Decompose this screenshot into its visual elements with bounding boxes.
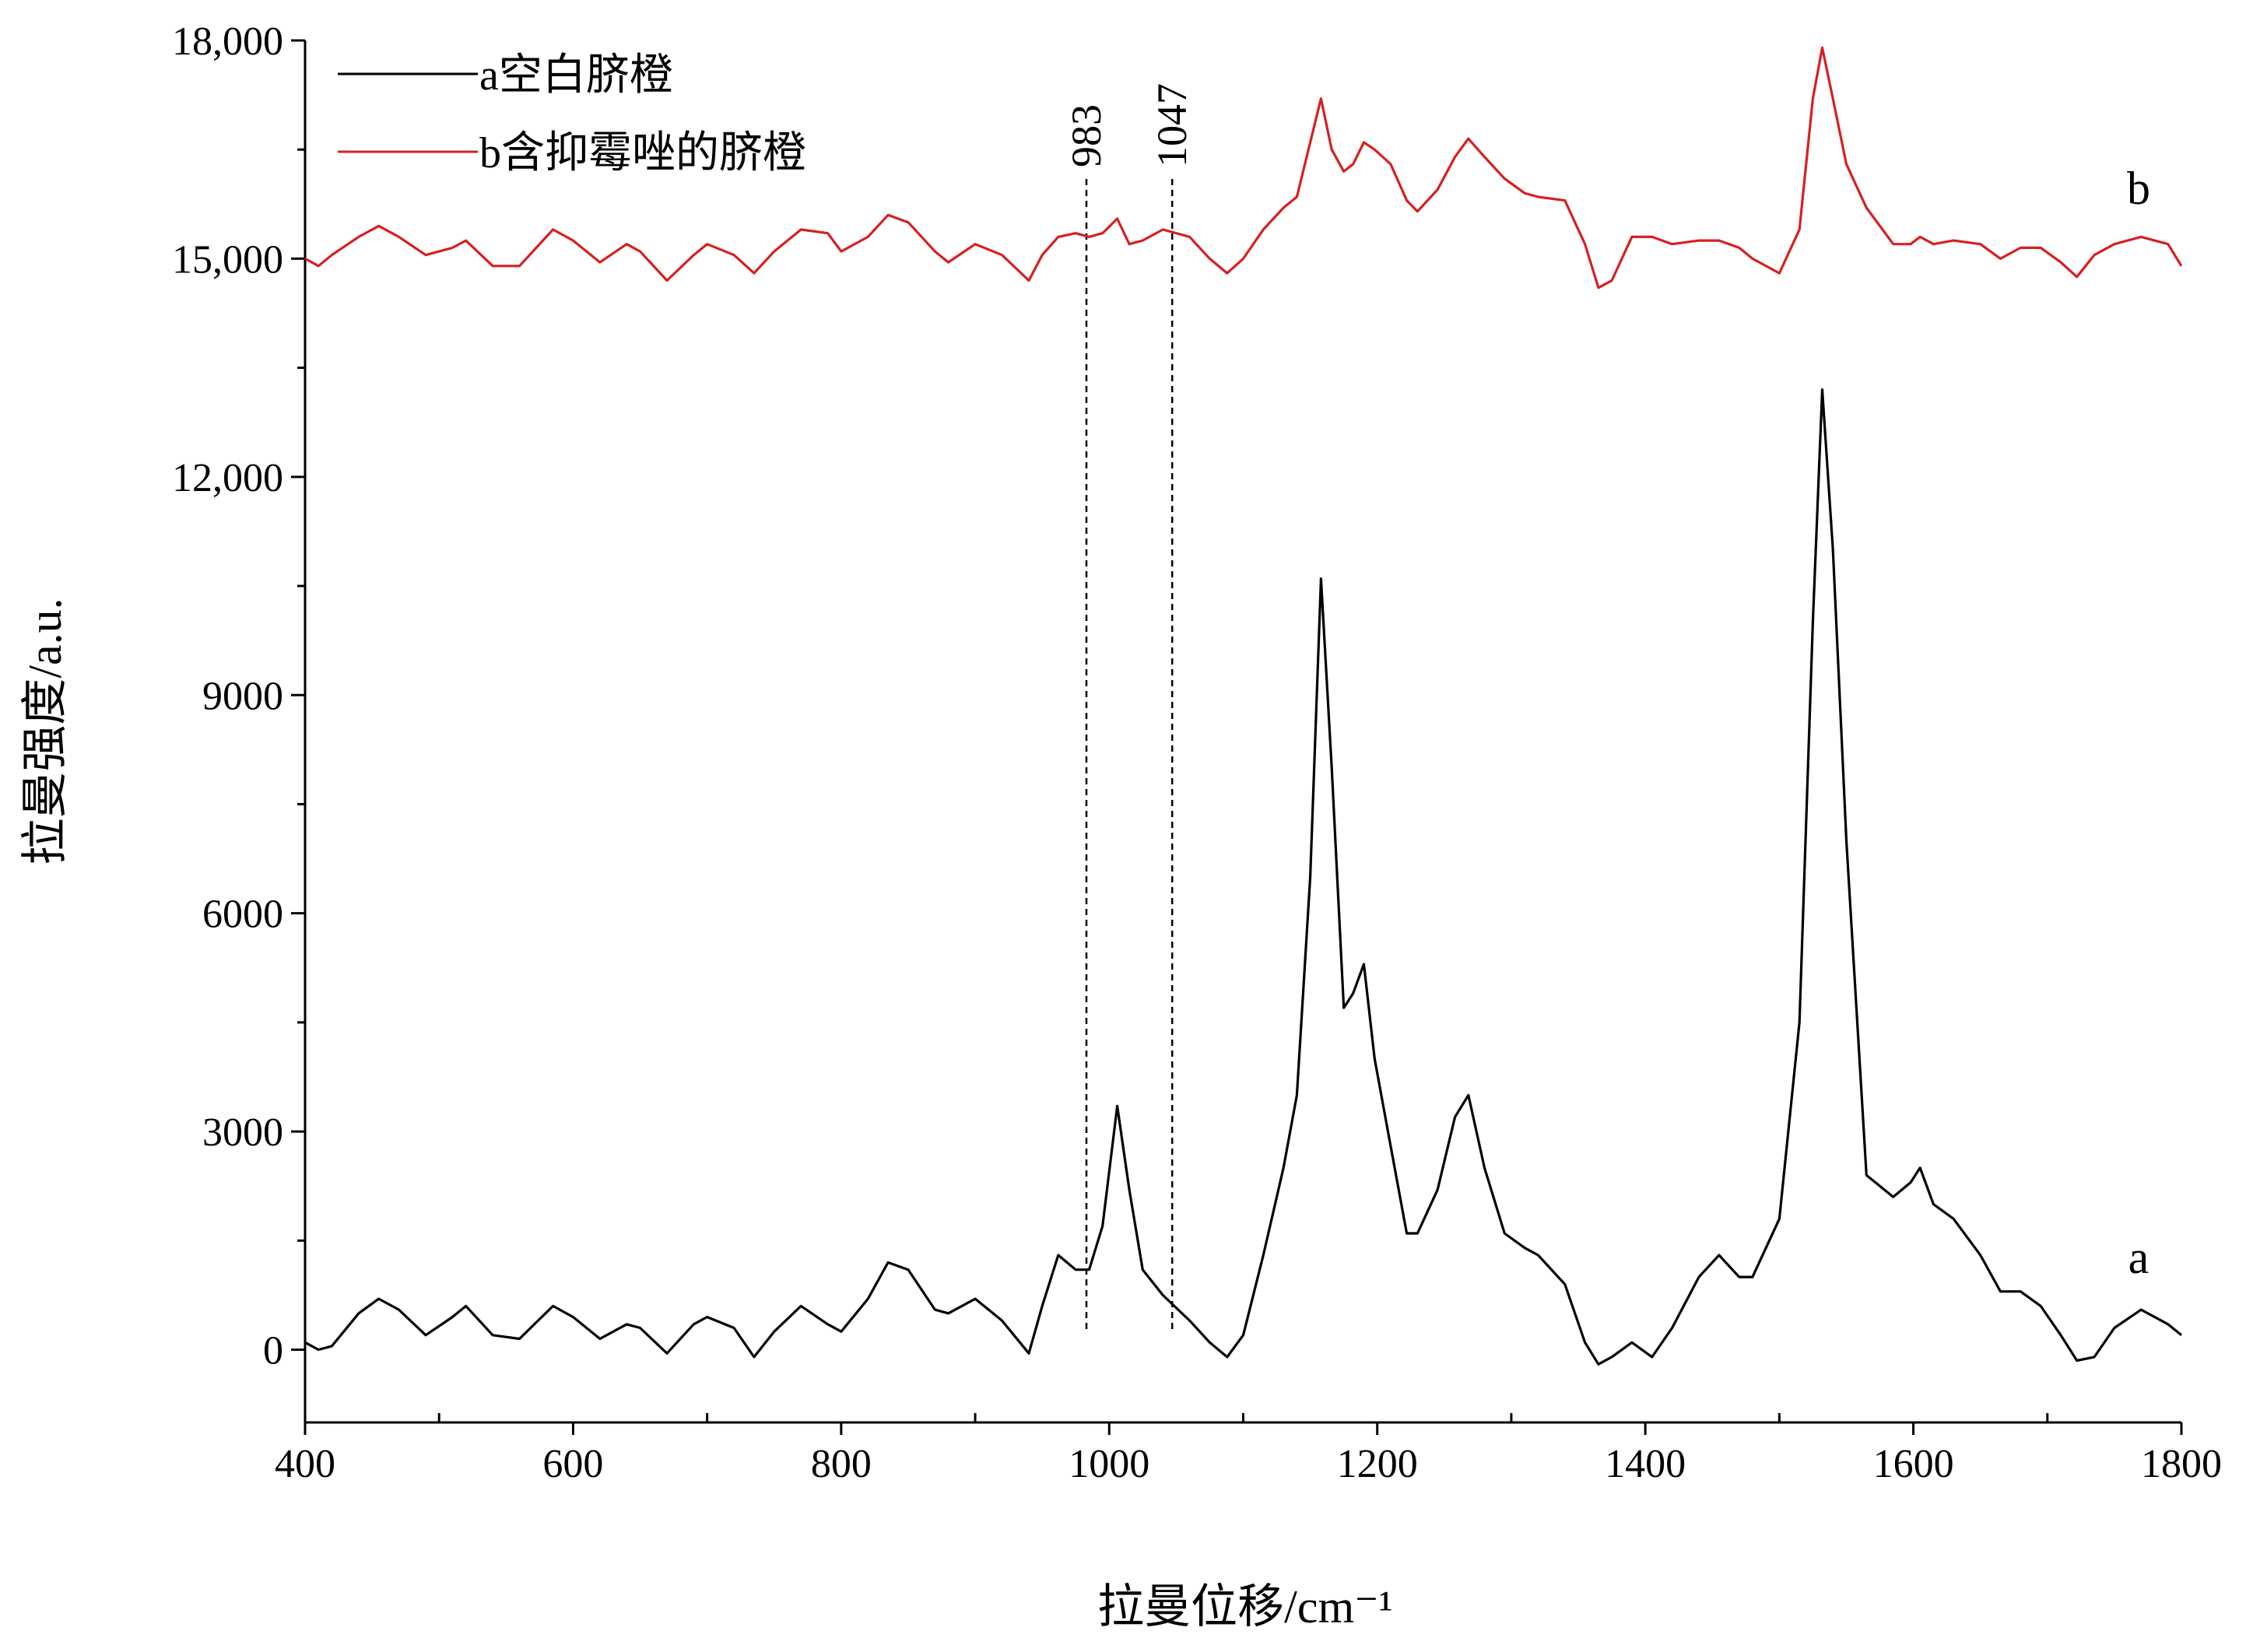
y-tick-label: 0 — [263, 1329, 283, 1373]
y-tick-label: 15,000 — [172, 237, 283, 282]
y-tick-label: 12,000 — [172, 456, 283, 500]
y-tick-label: 18,000 — [172, 19, 283, 64]
x-tick-label: 1800 — [2141, 1442, 2222, 1486]
series-tag: a — [2128, 1232, 2149, 1283]
y-tick-label: 9000 — [202, 674, 283, 718]
series-line — [304, 46, 2183, 289]
x-tick-label: 400 — [275, 1442, 335, 1486]
y-axis-label: 拉曼强度/a.u. — [19, 598, 71, 865]
legend-label: a空白脐橙 — [479, 51, 673, 100]
x-tick-label: 1200 — [1337, 1442, 1418, 1486]
legend-label: b含抑霉唑的脐橙 — [479, 129, 806, 177]
x-axis-label: 拉曼位移/cm⁻¹ — [1097, 1581, 1393, 1633]
x-tick-label: 800 — [811, 1442, 872, 1486]
series-line — [304, 388, 2183, 1366]
series-tag: b — [2127, 163, 2150, 214]
x-tick-label: 1000 — [1069, 1442, 1149, 1486]
y-tick-label: 6000 — [202, 893, 283, 937]
x-tick-label: 1400 — [1605, 1442, 1686, 1486]
x-tick-label: 600 — [542, 1442, 603, 1486]
annotation: 983 — [1063, 104, 1110, 167]
x-tick-label: 1600 — [1873, 1442, 1954, 1486]
y-tick-label: 3000 — [202, 1110, 283, 1155]
annotation: 1047 — [1149, 83, 1195, 167]
